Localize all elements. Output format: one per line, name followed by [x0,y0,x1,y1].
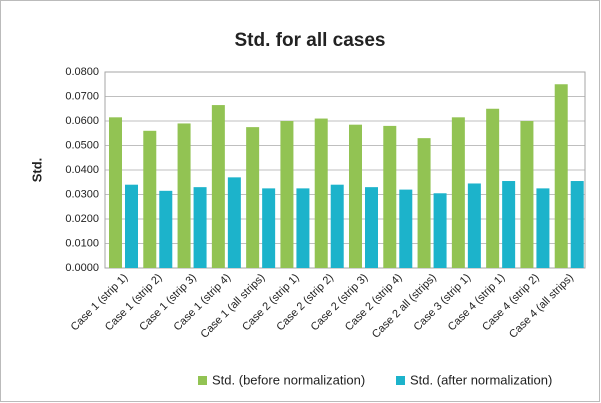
legend-swatch [396,376,405,385]
y-tick-label: 0.0000 [65,262,99,274]
y-tick-label: 0.0500 [65,139,99,151]
bar [177,123,191,268]
bar [433,193,447,268]
y-axis-label: Std. [29,158,44,183]
bar [193,187,207,268]
plot-border [104,71,586,269]
bar [314,118,328,268]
bar [227,177,241,268]
bar [296,188,310,268]
bar [467,183,481,268]
bar [125,184,138,268]
bar [330,184,344,268]
y-tick-label: 0.0600 [65,115,99,127]
bar [554,84,568,268]
bar [417,138,431,268]
bar [451,117,465,268]
bar [383,125,397,269]
bar [520,121,534,268]
bar [399,189,413,268]
bar [159,190,173,268]
legend-swatch [198,376,207,385]
y-tick-label: 0.0200 [65,213,99,225]
bar [143,130,157,268]
y-tick-label: 0.0100 [65,237,99,249]
y-tick-label: 0.0400 [65,164,99,176]
bar [365,187,378,268]
chart-title: Std. for all cases [234,30,385,51]
bar [109,117,122,268]
bar [246,127,260,268]
legend-label: Std. (before normalization) [212,372,365,387]
bar [211,105,225,268]
bar [280,121,294,268]
y-tick-label: 0.0800 [65,66,99,78]
bar [349,124,362,268]
y-tick-label: 0.0700 [65,90,99,102]
legend-label: Std. (after normalization) [410,372,552,387]
bar [570,181,584,268]
bar [536,188,550,268]
bar [486,108,500,268]
bar [502,181,516,268]
bar [262,188,276,268]
y-tick-label: 0.0300 [65,188,99,200]
